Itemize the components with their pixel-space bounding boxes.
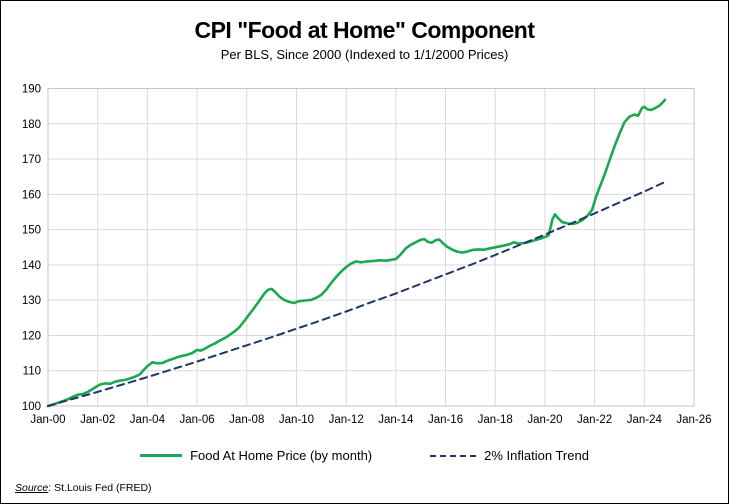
chart-subtitle: Per BLS, Since 2000 (Indexed to 1/1/2000… <box>220 47 509 62</box>
svg-text:Jan-00: Jan-00 <box>30 414 65 426</box>
svg-text:190: 190 <box>22 84 41 96</box>
source-text: : St.Louis Fed (FRED) <box>48 482 152 494</box>
svg-text:Jan-22: Jan-22 <box>577 414 612 426</box>
svg-text:140: 140 <box>22 260 41 272</box>
chart-title: CPI "Food at Home" Component <box>194 17 535 43</box>
svg-text:Jan-06: Jan-06 <box>179 414 214 426</box>
svg-text:Jan-16: Jan-16 <box>428 414 463 426</box>
svg-text:Jan-14: Jan-14 <box>378 414 414 426</box>
legend-item-inflation-trend: 2% Inflation Trend <box>430 448 589 463</box>
legend-item-food-at-home: Food At Home Price (by month) <box>140 448 372 463</box>
chart-plot: 100 110 120 130 140 150 160 170 180 190 Jan-00 Jan-… <box>22 84 712 427</box>
svg-text:Jan-02: Jan-02 <box>80 414 115 426</box>
svg-text:Jan-24: Jan-24 <box>627 414 663 426</box>
source-note: Source: St.Louis Fed (FRED) <box>15 482 152 494</box>
legend-label: Food At Home Price (by month) <box>190 448 373 463</box>
svg-text:100: 100 <box>22 401 41 413</box>
svg-text:110: 110 <box>23 366 41 378</box>
dashed-line-swatch-icon <box>430 454 477 457</box>
svg-text:Jan-04: Jan-04 <box>130 414 166 426</box>
svg-text:130: 130 <box>22 295 41 307</box>
svg-text:Jan-12: Jan-12 <box>329 414 364 426</box>
svg-text:Jan-26: Jan-26 <box>676 414 711 426</box>
solid-line-swatch-icon <box>140 454 183 457</box>
svg-text:Jan-20: Jan-20 <box>527 414 562 426</box>
svg-text:160: 160 <box>22 189 41 201</box>
chart-legend: Food At Home Price (by month) 2% Inflati… <box>1 448 728 463</box>
svg-text:Jan-10: Jan-10 <box>279 414 314 426</box>
legend-label: 2% Inflation Trend <box>484 448 589 463</box>
svg-text:120: 120 <box>22 330 41 342</box>
svg-text:170: 170 <box>22 154 41 166</box>
svg-text:Jan-08: Jan-08 <box>229 414 264 426</box>
svg-text:180: 180 <box>22 119 41 131</box>
source-label: Source <box>15 482 49 494</box>
svg-text:Jan-18: Jan-18 <box>478 414 513 426</box>
svg-text:150: 150 <box>22 225 41 237</box>
